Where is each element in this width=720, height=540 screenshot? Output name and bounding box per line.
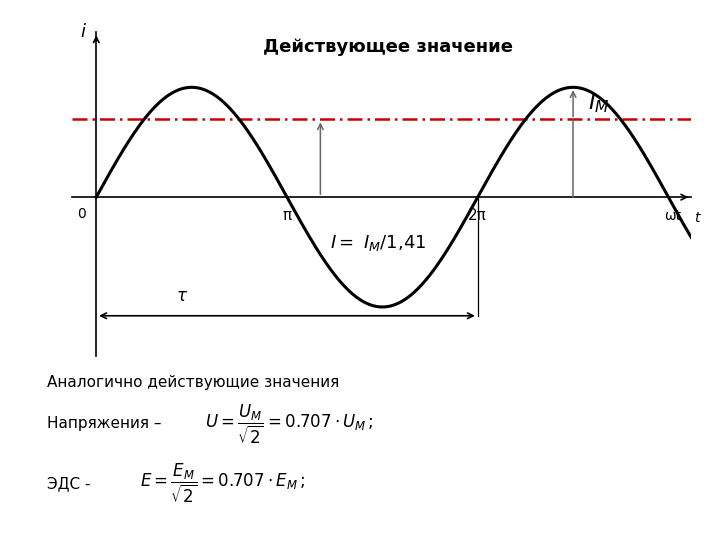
- Text: τ: τ: [176, 287, 186, 305]
- Text: ЭДС -: ЭДС -: [47, 476, 90, 491]
- Text: π: π: [282, 208, 292, 223]
- Text: Напряжения –: Напряжения –: [47, 416, 161, 431]
- Text: $\mathit{I{=}\ I_M/1{,}41}$: $\mathit{I{=}\ I_M/1{,}41}$: [330, 233, 426, 253]
- Text: t: t: [694, 212, 700, 225]
- Text: 0: 0: [77, 207, 86, 221]
- Text: Аналогично действующие значения: Аналогично действующие значения: [47, 375, 339, 390]
- Text: ωt: ωt: [665, 209, 682, 223]
- Text: $\mathit{I_M}$: $\mathit{I_M}$: [588, 92, 610, 115]
- Text: Действующее значение: Действующее значение: [263, 38, 513, 56]
- Text: $E = \dfrac{E_M}{\sqrt{2}} = 0.707 \cdot E_M\,;$: $E = \dfrac{E_M}{\sqrt{2}} = 0.707 \cdot…: [140, 462, 306, 505]
- Text: $U = \dfrac{U_M}{\sqrt{2}} = 0.707 \cdot U_M\,;$: $U = \dfrac{U_M}{\sqrt{2}} = 0.707 \cdot…: [205, 402, 374, 446]
- Text: i: i: [81, 23, 86, 41]
- Text: 2π: 2π: [468, 208, 487, 223]
